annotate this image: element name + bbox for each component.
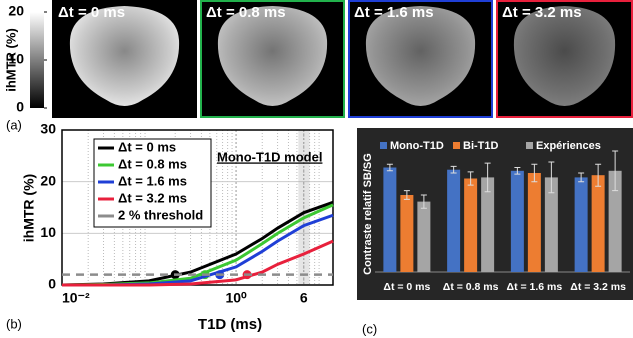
legend-label: Expériences — [536, 140, 601, 152]
y-tick-label: 0 — [48, 276, 56, 292]
image-label: Δt = 3.2 ms — [502, 4, 582, 21]
bar — [447, 170, 460, 272]
x-tick-label: Δt = 0 ms — [383, 281, 430, 293]
legend-label: 2 % threshold — [118, 207, 203, 222]
panel-label: (b) — [6, 316, 22, 331]
y-axis-label: Contraste relatif SB/SG — [362, 153, 374, 275]
image-label: Δt = 1.6 ms — [354, 4, 434, 21]
panel-label: (c) — [362, 321, 377, 336]
x-tick-label: Δt = 0.8 ms — [443, 281, 499, 293]
bar — [575, 177, 588, 272]
bar — [400, 195, 413, 272]
image-label: Δt = 0.8 ms — [206, 4, 286, 21]
x-tick-label: 10⁻² — [62, 290, 90, 306]
bar — [592, 175, 605, 272]
legend-swatch — [380, 142, 387, 149]
colorbar-tick-label: 10 — [8, 51, 24, 67]
panel-background — [357, 128, 633, 300]
x-tick-label: 10⁰ — [225, 290, 247, 306]
y-tick-label: 30 — [40, 121, 56, 137]
colorbar-tick-label: 20 — [8, 3, 24, 19]
image-label: Δt = 0 ms — [58, 4, 125, 21]
bar — [528, 173, 541, 272]
bar — [511, 171, 524, 272]
panel-label: (a) — [6, 117, 22, 132]
legend-label: Δt = 0.8 ms — [118, 156, 187, 171]
legend-label: Δt = 1.6 ms — [118, 173, 187, 188]
bar — [417, 202, 430, 272]
legend-label: Bi-T1D — [463, 140, 499, 152]
figure: ihMTR (%) (a) 0 10 20 Δt = 0 ms Δt = 0.8 ms Δ… — [0, 0, 633, 338]
x-tick-label: 6 — [300, 290, 308, 306]
y-tick-label: 20 — [40, 172, 56, 188]
colorbar-tick-label: 0 — [16, 99, 24, 115]
y-tick-label: 10 — [40, 224, 56, 240]
legend-label: Mono-T1D — [390, 140, 444, 152]
bar — [383, 168, 396, 273]
legend-swatch — [526, 142, 533, 149]
annotation: Mono-T1D model — [217, 149, 322, 164]
bar — [464, 179, 477, 273]
legend-swatch — [453, 142, 460, 149]
x-tick-label: Δt = 1.6 ms — [507, 281, 563, 293]
x-axis-label: T1D (ms) — [198, 316, 262, 333]
colorbar — [30, 12, 44, 108]
legend-label: Δt = 0 ms — [118, 139, 176, 154]
legend-label: Δt = 3.2 ms — [118, 190, 187, 205]
y-axis-label: ihMTR (%) — [21, 174, 37, 242]
x-tick-label: Δt = 3.2 ms — [570, 281, 626, 293]
